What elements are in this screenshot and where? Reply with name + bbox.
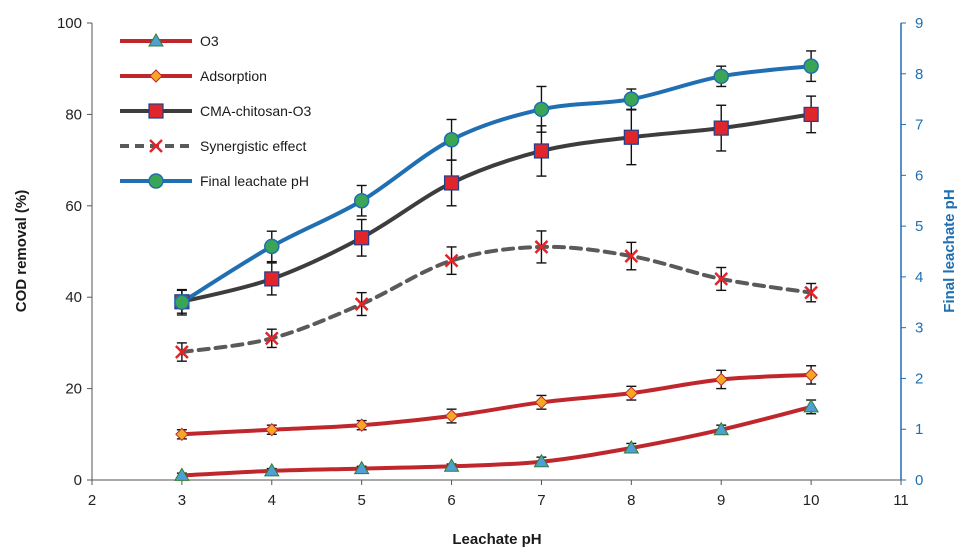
axes-layer: 2 3 4 5 6 7 8 9 10 11 0 20 40 60 80 100 0 1 2 3 4 5 6 7 8 9 bbox=[57, 15, 923, 509]
x-tick-label: 9 bbox=[717, 492, 725, 509]
o3-point bbox=[174, 467, 190, 481]
x-tick-label: 3 bbox=[178, 492, 186, 509]
cma-chitosan-o3-point bbox=[623, 129, 639, 145]
final-leachate-ph-point bbox=[174, 294, 190, 311]
o3-point bbox=[443, 458, 460, 472]
final-leachate-ph-point bbox=[803, 58, 819, 74]
synergistic-effect-line bbox=[179, 244, 814, 355]
series-markers-layer bbox=[174, 58, 819, 481]
x-tick-label: 6 bbox=[447, 492, 455, 509]
y2-tick-label: 6 bbox=[915, 167, 923, 184]
synergistic-effect-point bbox=[714, 272, 729, 286]
y2-axis-title: Final leachate pH bbox=[941, 189, 958, 312]
y-tick-label: 60 bbox=[65, 198, 82, 215]
x-tick-label: 4 bbox=[268, 492, 276, 509]
synergistic-effect-point bbox=[175, 345, 189, 359]
legend-o3-label: O3 bbox=[200, 33, 219, 49]
y2-tick-label: 4 bbox=[915, 269, 923, 286]
y2-tick-label: 9 bbox=[915, 15, 923, 32]
cma-chitosan-o3-point bbox=[803, 106, 819, 123]
adsorption-line bbox=[179, 372, 814, 437]
synergistic-effect-point bbox=[354, 297, 369, 311]
o3-point bbox=[623, 440, 640, 454]
x-tick-label: 2 bbox=[88, 492, 96, 509]
synergistic-effect-point-stroke bbox=[264, 331, 279, 346]
cma-chitosan-o3-line bbox=[179, 112, 814, 304]
synergistic-effect-point-stroke bbox=[444, 253, 459, 268]
o3-point bbox=[713, 421, 730, 436]
o3-point bbox=[263, 462, 280, 477]
y-tick-label: 0 bbox=[74, 472, 82, 489]
adsorption-point bbox=[444, 409, 459, 423]
y-tick-label: 40 bbox=[65, 289, 82, 306]
synergistic-effect-point-stroke bbox=[804, 285, 818, 300]
cma-chitosan-o3-point bbox=[713, 120, 729, 136]
adsorption-point bbox=[534, 395, 549, 410]
synergistic-effect-point-stroke bbox=[624, 249, 639, 263]
o3-point bbox=[533, 453, 550, 468]
y2-tick-label: 0 bbox=[915, 472, 923, 489]
series-lines-layer bbox=[179, 64, 814, 478]
legend-adsorption-marker bbox=[149, 69, 163, 83]
synergistic-effect-point-stroke bbox=[534, 240, 549, 254]
synergistic-effect-point-stroke bbox=[714, 272, 729, 286]
adsorption-point bbox=[354, 418, 369, 432]
synergistic-effect-point-stroke bbox=[354, 297, 369, 311]
final-leachate-ph-point bbox=[443, 132, 460, 148]
x-tick-label: 11 bbox=[893, 492, 909, 509]
synergistic-effect-point bbox=[534, 240, 549, 254]
y2-tick-label: 1 bbox=[915, 421, 923, 438]
y-axis-title: COD removal (%) bbox=[13, 190, 30, 313]
x-tick-label: 7 bbox=[537, 492, 545, 509]
cma-chitosan-o3-point bbox=[443, 175, 460, 191]
legend-synergistic-effect-marker-stroke bbox=[149, 139, 163, 153]
adsorption-point bbox=[804, 368, 818, 382]
y2-tick-label: 3 bbox=[915, 320, 923, 337]
cma-chitosan-o3-point bbox=[533, 143, 550, 159]
legend-cma-chitosan-o3-label: CMA-chitosan-O3 bbox=[200, 103, 311, 119]
o3-point bbox=[803, 398, 819, 413]
adsorption-point bbox=[175, 427, 189, 442]
y-tick-label: 80 bbox=[65, 106, 82, 123]
legend-cma-chitosan-o3-marker bbox=[148, 103, 164, 119]
legend-o3-marker bbox=[148, 33, 164, 47]
final-leachate-ph-point bbox=[713, 68, 729, 85]
cma-chitosan-o3-point bbox=[354, 230, 370, 246]
synergistic-effect-point bbox=[804, 285, 818, 300]
y2-tick-label: 2 bbox=[915, 370, 923, 387]
o3-point bbox=[353, 460, 370, 475]
y2-tick-label: 5 bbox=[915, 218, 923, 235]
synergistic-effect-point bbox=[624, 249, 639, 263]
y2-tick-label: 7 bbox=[915, 117, 923, 134]
x-tick-label: 10 bbox=[803, 492, 820, 509]
adsorption-point bbox=[714, 372, 728, 387]
synergistic-effect-point bbox=[264, 331, 279, 346]
final-leachate-ph-point bbox=[264, 238, 280, 255]
x-axis-title: Leachate pH bbox=[452, 531, 541, 548]
x-tick-label: 8 bbox=[627, 492, 635, 509]
adsorption-point bbox=[624, 386, 639, 400]
adsorption-point bbox=[265, 423, 279, 437]
legend-synergistic-effect-marker bbox=[149, 139, 163, 153]
synergistic-effect-point-stroke bbox=[175, 345, 189, 359]
o3-line bbox=[179, 404, 814, 478]
x-tick-label: 5 bbox=[357, 492, 365, 509]
legend-synergistic-effect-label: Synergistic effect bbox=[200, 138, 306, 154]
legend-adsorption-label: Adsorption bbox=[200, 68, 267, 84]
final-leachate-ph-point bbox=[533, 101, 550, 118]
synergistic-effect-point bbox=[444, 253, 459, 268]
legend-final-leachate-ph-marker bbox=[148, 173, 164, 189]
final-leachate-ph-point bbox=[623, 91, 640, 107]
y2-tick-label: 8 bbox=[915, 66, 923, 83]
final-leachate-ph-point bbox=[353, 192, 370, 209]
y-tick-label: 100 bbox=[57, 15, 82, 32]
legend-final-leachate-ph-label: Final leachate pH bbox=[200, 173, 309, 189]
y-tick-label: 20 bbox=[65, 381, 82, 398]
legend: O3 Adsorption CMA-chitosan-O3 Synergistic e… bbox=[120, 33, 311, 189]
cma-chitosan-o3-point bbox=[264, 271, 280, 287]
